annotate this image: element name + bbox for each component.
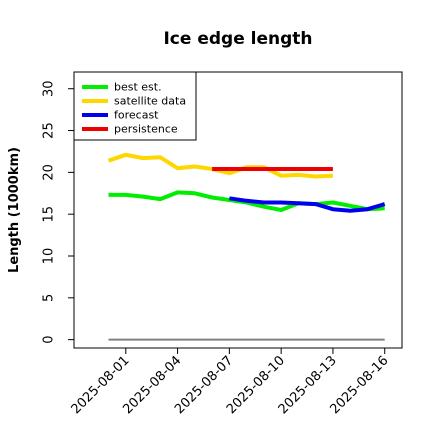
y-tick-label: 10 — [42, 248, 57, 265]
series-line-forecast — [229, 196, 386, 213]
x-axis: 2025-08-012025-08-042025-08-072025-08-10… — [69, 348, 392, 417]
y-axis: 0 5 10 15 20 25 30 — [42, 80, 74, 344]
legend: best est.satellite dataforecastpersisten… — [73, 71, 197, 141]
legend-label: satellite data — [114, 95, 186, 108]
y-tick-label: 0 — [42, 335, 57, 343]
plot-area — [73, 71, 403, 349]
y-tick-label: 30 — [42, 80, 57, 97]
y-tick-label: 25 — [42, 122, 57, 139]
legend-label: persistence — [114, 123, 178, 136]
y-tick-label: 20 — [42, 164, 57, 181]
y-tick-label: 15 — [42, 206, 57, 223]
legend-label: best est. — [114, 81, 162, 94]
y-tick-label: 5 — [42, 294, 57, 302]
series-line-satellite-data — [107, 152, 333, 179]
chart-title: Ice edge length — [163, 29, 312, 49]
legend-label: forecast — [114, 109, 159, 122]
series-layer — [107, 152, 386, 341]
y-axis-label: Length (1000km) — [7, 147, 22, 273]
